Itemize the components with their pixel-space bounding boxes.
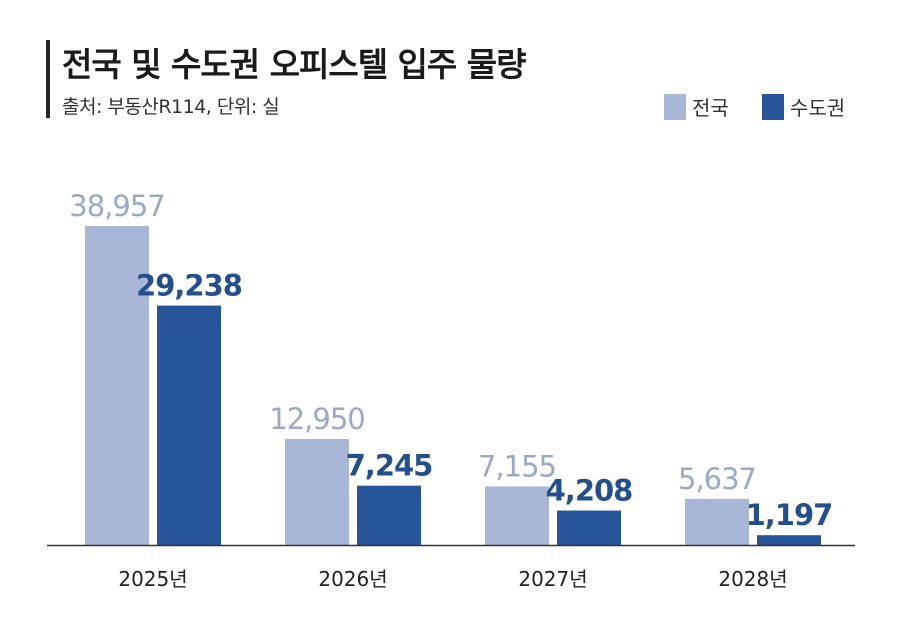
bar-national — [85, 226, 149, 545]
data-label: 7,155 — [478, 449, 556, 483]
x-tick-label: 2028년 — [718, 567, 787, 591]
data-label: 7,245 — [346, 449, 433, 483]
legend-item-national: 전국 — [664, 92, 729, 121]
legend-swatch — [762, 93, 784, 120]
data-label: 29,238 — [136, 269, 242, 303]
legend-label: 전국 — [692, 96, 729, 120]
bar-capital — [357, 485, 421, 545]
data-label: 38,957 — [69, 189, 164, 223]
bar-capital — [157, 305, 221, 545]
legend-item-capital: 수도권 — [762, 92, 845, 121]
bar-capital — [557, 510, 621, 545]
data-label: 12,950 — [269, 402, 364, 436]
bar-national — [485, 486, 549, 545]
x-tick-label: 2025년 — [118, 567, 187, 591]
title-accent-bar — [46, 40, 50, 118]
bar-capital — [757, 535, 821, 545]
legend-label: 수도권 — [790, 96, 846, 120]
chart-title: 전국 및 수도권 오피스텔 입주 물량 — [62, 45, 526, 84]
chart-subtitle: 출처: 부동산R114, 단위: 실 — [62, 96, 280, 118]
data-label: 4,208 — [546, 474, 633, 508]
bar-national — [685, 498, 749, 545]
legend-swatch — [664, 93, 686, 120]
bar-national — [285, 438, 349, 545]
data-label: 5,637 — [678, 462, 756, 496]
x-tick-label: 2027년 — [518, 567, 587, 591]
data-label: 1,197 — [746, 498, 833, 532]
x-tick-label: 2026년 — [318, 567, 387, 591]
